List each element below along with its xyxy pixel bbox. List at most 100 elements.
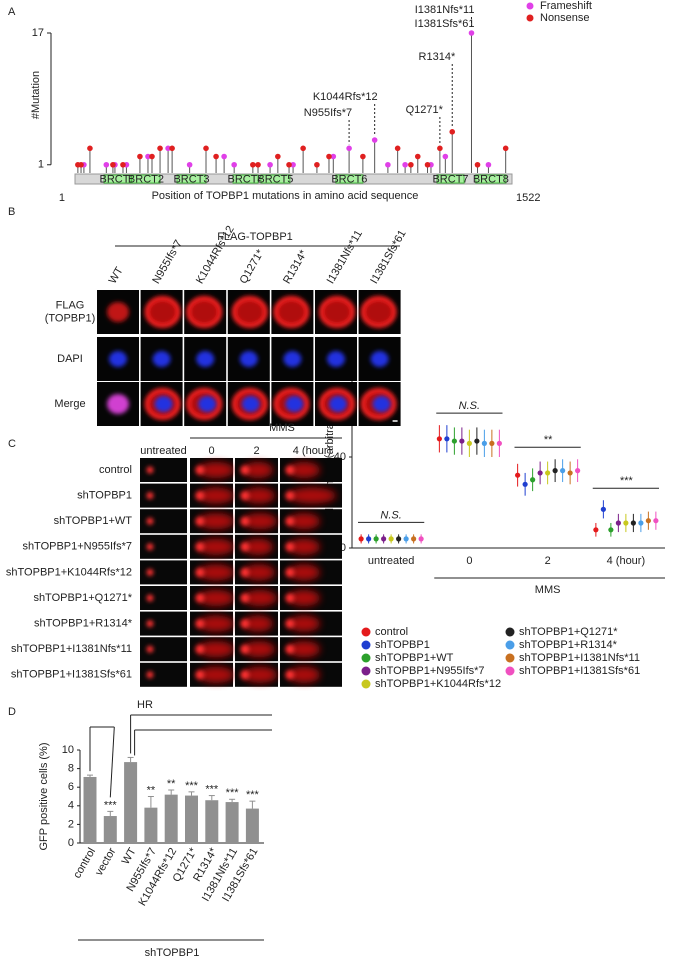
comet-head <box>240 593 250 603</box>
y-tick-label: 4 <box>68 800 74 812</box>
dapi-signal <box>327 351 345 367</box>
comet-tail <box>243 538 273 555</box>
dapi-signal <box>198 396 217 412</box>
row-label: shTOPBP1+K1044Rfs*12 <box>6 566 132 578</box>
comet-head <box>240 542 250 552</box>
domain-label: BRCT1 <box>99 173 135 185</box>
column-label: 0 <box>208 445 214 457</box>
domain-label: BRCT6 <box>331 173 367 185</box>
row-label: Merge <box>54 398 85 410</box>
comet-head <box>195 644 205 654</box>
lollipop-head <box>468 30 475 36</box>
panel-label: D <box>8 706 16 718</box>
comet-head <box>146 466 154 474</box>
comet-head <box>146 620 154 628</box>
comet-head <box>285 491 295 501</box>
lollipop-head <box>120 161 126 168</box>
comet-head <box>146 594 154 602</box>
comet-tail <box>243 590 277 606</box>
row-label: DAPI <box>57 353 83 365</box>
mean-dot <box>403 536 409 542</box>
legend-label: control <box>375 626 408 638</box>
lollipop-head <box>87 145 93 152</box>
comet-head <box>195 542 205 552</box>
lollipop-head <box>360 153 366 160</box>
y-tick-label: 17 <box>32 27 44 39</box>
legend-label: shTOPBP1+I1381Sfs*61 <box>519 665 640 677</box>
mean-dot <box>522 481 528 487</box>
annotation: Q1271* <box>406 104 444 116</box>
lollipop-head <box>300 145 306 152</box>
mean-dot <box>496 440 502 446</box>
lollipop-head <box>414 153 421 160</box>
mean-dot <box>366 536 372 542</box>
mean-dot <box>373 536 379 542</box>
y-tick-label: 2 <box>68 818 74 830</box>
row-label: control <box>99 464 132 476</box>
comet-head <box>285 619 295 629</box>
legend-marker <box>505 653 515 663</box>
flag-signal <box>273 296 310 328</box>
lollipop-head <box>394 145 401 152</box>
significance-label: ** <box>543 434 552 446</box>
lollipop-head <box>371 137 378 143</box>
lollipop-head <box>137 153 143 160</box>
dapi-signal <box>109 351 127 367</box>
comet-head <box>240 619 250 629</box>
significance-label: ** <box>167 778 176 790</box>
mean-dot <box>515 472 521 478</box>
comet-head <box>240 670 250 680</box>
column-label: WT <box>107 265 126 286</box>
lollipop-head <box>314 161 320 168</box>
domain-label: BRCT2 <box>128 173 164 185</box>
dapi-signal <box>241 396 260 412</box>
comet-tail <box>243 615 273 632</box>
dapi-signal <box>329 396 347 412</box>
comet-tail <box>243 462 273 478</box>
protein-bar <box>74 173 513 185</box>
bar <box>185 795 198 843</box>
comet-head <box>195 593 205 603</box>
significance-label: *** <box>205 783 219 795</box>
flag-signal <box>144 296 181 328</box>
lollipop-head <box>449 129 456 135</box>
annotation: N955Ifs*7 <box>304 107 352 119</box>
comet-tail <box>288 641 320 658</box>
x-axis-label: Position of TOPBP1 mutations in amino ac… <box>152 190 419 202</box>
mean-dot <box>545 470 551 476</box>
x-tick-label: 1 <box>59 192 65 204</box>
dapi-signal <box>285 396 304 412</box>
domain <box>436 174 465 184</box>
dapi-signal <box>370 351 389 367</box>
lollipop-head <box>213 153 219 160</box>
domain <box>176 174 207 184</box>
legend-marker <box>526 2 534 10</box>
panel-title: FLAG-TOPBP1 <box>217 231 293 243</box>
lollipop-head <box>78 161 84 168</box>
lollipop-head <box>290 161 296 168</box>
comet-head <box>195 567 205 577</box>
flag-signal <box>231 296 268 328</box>
mean-dot <box>489 440 495 446</box>
comet-head <box>195 516 205 526</box>
domain <box>475 174 507 184</box>
bar <box>205 800 219 843</box>
comet-head <box>195 670 205 680</box>
y-tick-label: 6 <box>68 781 74 793</box>
significance-label: N.S. <box>459 400 480 412</box>
comet-head <box>240 491 250 501</box>
lollipop-head <box>103 161 110 168</box>
column-label: R1314* <box>281 248 310 286</box>
comet-tail <box>243 641 275 658</box>
domain <box>260 174 291 184</box>
mean-dot <box>600 506 606 512</box>
annotation: I1381Sfs*61 <box>415 18 475 30</box>
significance-label: N.S. <box>380 509 401 521</box>
comet-head <box>285 516 295 526</box>
y-axis-label: #Mutation <box>30 71 42 119</box>
comet-head <box>285 593 295 603</box>
mean-dot <box>575 468 581 474</box>
comet-tail <box>288 462 320 478</box>
comet-head <box>285 465 295 475</box>
